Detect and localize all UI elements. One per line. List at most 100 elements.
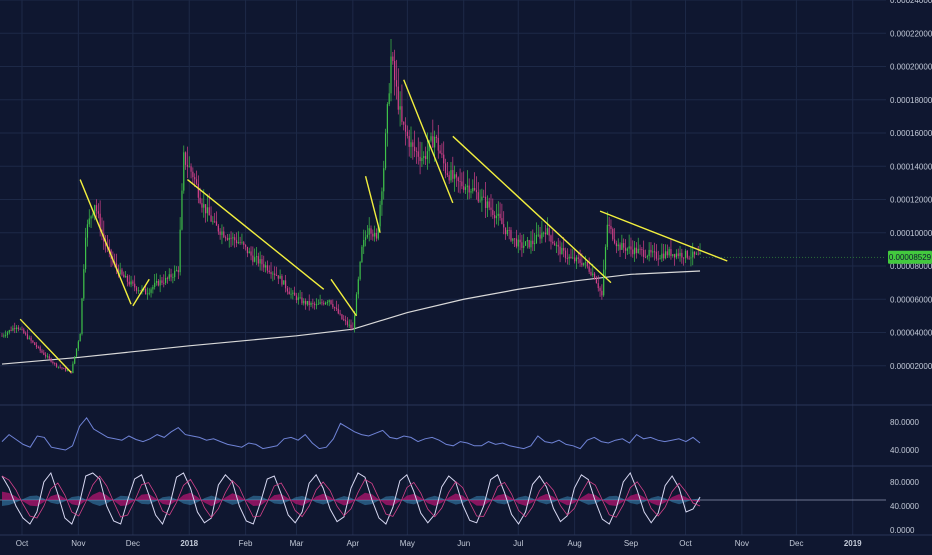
candle-body	[597, 283, 599, 289]
candle-body	[170, 274, 172, 278]
candle-body	[681, 252, 683, 258]
time-tick-label: Sep	[624, 539, 639, 548]
price-tick-label: 0.00010000	[890, 229, 932, 238]
candle-body	[554, 243, 556, 246]
candle-body	[203, 204, 205, 208]
candle-body	[303, 300, 305, 304]
candle-body	[21, 328, 23, 330]
candle-body	[284, 280, 287, 289]
candle-body	[54, 363, 56, 364]
candle-body	[83, 269, 85, 299]
candle-body	[174, 270, 176, 278]
candle-body	[477, 192, 479, 202]
price-tick-label: 0.00012000	[890, 196, 932, 205]
candle-body	[334, 307, 336, 309]
candle-body	[268, 270, 270, 273]
candle-body	[50, 358, 52, 362]
candle-body	[79, 333, 81, 342]
candle-body	[319, 302, 321, 304]
trendline	[403, 79, 454, 204]
candle-body	[30, 337, 32, 341]
candle-body	[532, 240, 534, 245]
candle-body	[459, 181, 461, 182]
stoch-fill-pink	[2, 491, 701, 507]
candle-body	[577, 257, 579, 260]
time-tick-label: Nov	[735, 539, 749, 548]
candle-body	[537, 234, 539, 236]
candle-body	[515, 238, 518, 247]
candle-body	[450, 170, 452, 181]
candle-body	[659, 258, 661, 260]
candle-body	[628, 246, 630, 249]
candle-body	[430, 136, 432, 141]
candle-body	[599, 288, 601, 291]
candle-body	[306, 300, 308, 305]
candle-body	[126, 275, 129, 282]
candle-body	[195, 179, 198, 184]
candle-body	[661, 253, 663, 259]
candle-body	[237, 242, 239, 244]
candle-body	[88, 218, 90, 225]
time-tick-label: 2019	[844, 539, 862, 548]
candle-body	[194, 177, 196, 180]
candle-body	[435, 136, 438, 138]
candle-body	[55, 363, 58, 367]
rsi-tick-label: 80.0000	[890, 418, 919, 427]
candle-body	[41, 350, 43, 353]
candle-body	[539, 234, 541, 239]
candle-body	[521, 242, 523, 248]
candle-body	[63, 368, 65, 370]
candle-body	[434, 136, 436, 148]
candle-body	[472, 188, 474, 192]
candle-body	[663, 253, 665, 259]
candle-body	[626, 248, 628, 251]
candle-body	[275, 275, 278, 276]
candle-body	[321, 302, 323, 304]
candle-body	[152, 286, 154, 290]
candle-body	[12, 328, 14, 331]
candle-body	[441, 153, 443, 155]
candle-body	[99, 213, 101, 230]
candle-body	[514, 238, 516, 240]
time-tick-label: Dec	[126, 539, 140, 548]
candle-body	[52, 361, 54, 364]
trendline	[79, 179, 132, 305]
candle-body	[526, 240, 528, 242]
candle-body	[119, 269, 121, 275]
candle-body	[410, 142, 412, 147]
time-tick-label: May	[400, 539, 415, 548]
stoch-fill-blue	[2, 495, 701, 506]
candle-body	[454, 174, 456, 179]
candle-body	[492, 209, 494, 215]
candle-body	[650, 249, 652, 253]
time-tick-label: Jul	[513, 539, 523, 548]
candle-body	[165, 277, 167, 284]
candle-body	[615, 243, 618, 247]
candle-body	[446, 173, 448, 176]
candle-body	[23, 329, 25, 334]
candle-body	[241, 242, 243, 244]
candle-body	[277, 275, 279, 279]
candle-body	[134, 283, 136, 288]
candle-body	[312, 302, 314, 304]
candle-body	[34, 342, 36, 346]
candle-body	[186, 164, 189, 167]
candle-body	[488, 201, 490, 208]
candle-body	[463, 186, 465, 190]
candle-body	[370, 228, 372, 234]
stoch-tick-label: 40.0000	[890, 502, 919, 511]
candle-body	[37, 347, 39, 348]
candle-body	[603, 269, 605, 296]
candle-body	[290, 293, 292, 295]
candle-body	[105, 241, 107, 247]
candle-body	[145, 289, 147, 295]
candle-body	[608, 224, 610, 226]
candle-body	[5, 334, 7, 336]
candle-body	[390, 56, 392, 94]
candle-body	[386, 104, 388, 134]
candle-body	[690, 257, 692, 259]
candle-body	[157, 280, 159, 286]
candle-body	[483, 196, 485, 198]
candle-body	[324, 302, 327, 305]
candle-body	[297, 297, 299, 301]
